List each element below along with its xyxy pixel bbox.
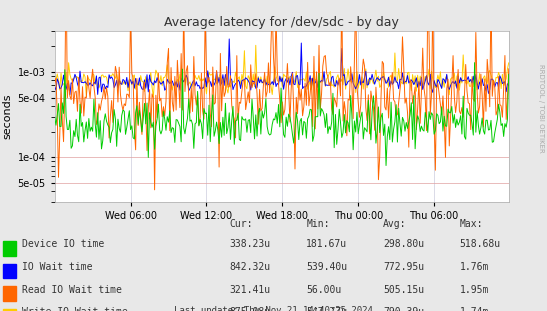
Text: Avg:: Avg: [383, 219, 406, 229]
Title: Average latency for /dev/sdc - by day: Average latency for /dev/sdc - by day [164, 16, 399, 29]
Text: 298.80u: 298.80u [383, 239, 424, 249]
Text: 539.40u: 539.40u [306, 262, 347, 272]
Text: 547.77u: 547.77u [306, 307, 347, 311]
Text: Write IO Wait time: Write IO Wait time [22, 307, 127, 311]
Text: 1.74m: 1.74m [459, 307, 489, 311]
Text: 1.95m: 1.95m [459, 285, 489, 295]
Bar [3, 309, 16, 311]
Text: Last update: Thu Nov 21 14:40:25 2024: Last update: Thu Nov 21 14:40:25 2024 [174, 306, 373, 311]
Text: 842.32u: 842.32u [230, 262, 271, 272]
Text: 875.08u: 875.08u [230, 307, 271, 311]
Text: 56.00u: 56.00u [306, 285, 341, 295]
Text: 181.67u: 181.67u [306, 239, 347, 249]
Text: 321.41u: 321.41u [230, 285, 271, 295]
Text: RRDTOOL / TOBI OETIKER: RRDTOOL / TOBI OETIKER [538, 64, 544, 153]
Text: 1.76m: 1.76m [459, 262, 489, 272]
Text: IO Wait time: IO Wait time [22, 262, 92, 272]
Bar [3, 286, 16, 301]
Bar [3, 264, 16, 278]
Text: Cur:: Cur: [230, 219, 253, 229]
Text: Read IO Wait time: Read IO Wait time [22, 285, 122, 295]
Text: 338.23u: 338.23u [230, 239, 271, 249]
Text: 505.15u: 505.15u [383, 285, 424, 295]
Text: Max:: Max: [459, 219, 483, 229]
Text: 518.68u: 518.68u [459, 239, 501, 249]
Text: 772.95u: 772.95u [383, 262, 424, 272]
Bar [3, 241, 16, 256]
Y-axis label: seconds: seconds [2, 94, 12, 139]
Text: Device IO time: Device IO time [22, 239, 104, 249]
Text: Min:: Min: [306, 219, 330, 229]
Text: 790.39u: 790.39u [383, 307, 424, 311]
